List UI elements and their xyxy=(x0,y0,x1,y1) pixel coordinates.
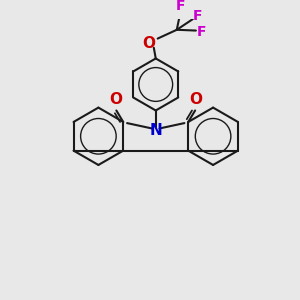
Text: F: F xyxy=(193,9,202,23)
Text: O: O xyxy=(109,92,122,107)
Text: O: O xyxy=(142,36,155,51)
Text: O: O xyxy=(189,92,203,107)
Text: N: N xyxy=(149,123,162,138)
Text: F: F xyxy=(176,0,185,13)
Text: F: F xyxy=(197,25,206,39)
